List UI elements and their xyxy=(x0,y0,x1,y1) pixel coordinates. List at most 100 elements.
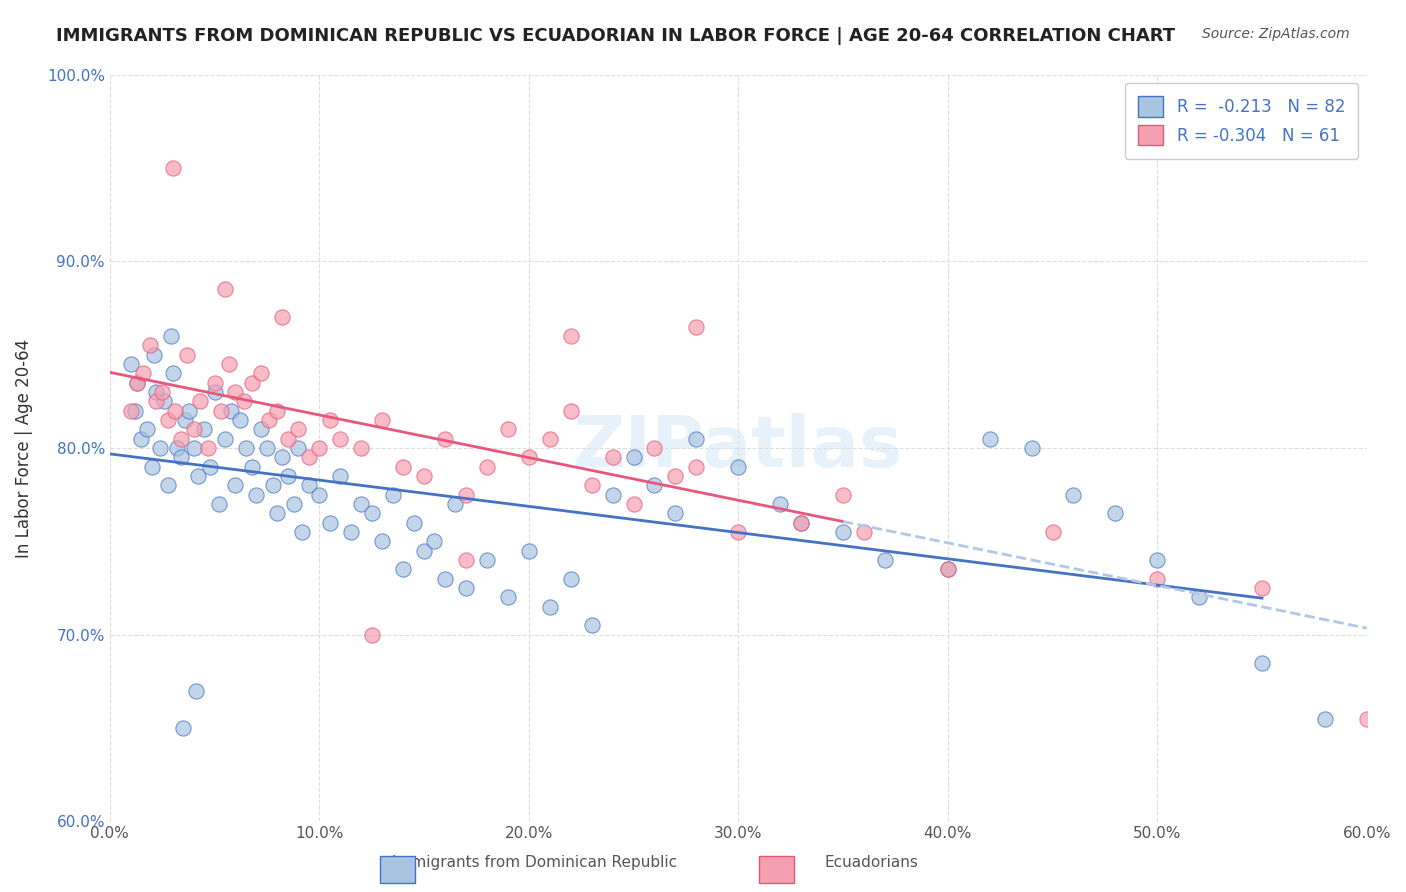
Point xyxy=(433,432,456,446)
Point xyxy=(214,282,236,296)
Point xyxy=(496,422,519,436)
Point xyxy=(475,459,498,474)
Point xyxy=(339,524,361,539)
Point xyxy=(208,497,231,511)
Point xyxy=(176,348,198,362)
Point xyxy=(1355,712,1378,726)
Point xyxy=(329,469,352,483)
Point xyxy=(454,488,477,502)
Point xyxy=(643,441,665,455)
Point xyxy=(852,524,875,539)
Text: Immigrants from Dominican Republic: Immigrants from Dominican Republic xyxy=(392,855,676,870)
Point xyxy=(444,497,467,511)
Point xyxy=(235,441,257,455)
Point xyxy=(266,507,288,521)
Point xyxy=(153,394,176,409)
Point xyxy=(1188,591,1211,605)
Point xyxy=(145,384,167,399)
Point xyxy=(120,357,142,371)
Point xyxy=(319,413,342,427)
Point xyxy=(257,413,280,427)
Point xyxy=(360,507,382,521)
Point xyxy=(283,497,305,511)
Point xyxy=(262,478,284,492)
Point xyxy=(219,403,242,417)
Point xyxy=(350,441,373,455)
Point xyxy=(602,450,624,465)
Point xyxy=(298,450,321,465)
Point xyxy=(371,534,394,549)
Point xyxy=(371,413,394,427)
Point xyxy=(232,394,254,409)
Point xyxy=(979,432,1001,446)
Point xyxy=(560,572,582,586)
Point xyxy=(172,721,194,735)
Point xyxy=(193,422,215,436)
Point xyxy=(538,432,561,446)
Point xyxy=(319,516,342,530)
Text: IMMIGRANTS FROM DOMINICAN REPUBLIC VS ECUADORIAN IN LABOR FORCE | AGE 20-64 CORR: IMMIGRANTS FROM DOMINICAN REPUBLIC VS EC… xyxy=(56,27,1175,45)
Point xyxy=(245,488,267,502)
Point xyxy=(685,319,707,334)
Point xyxy=(183,422,205,436)
Point xyxy=(184,683,207,698)
Point xyxy=(1146,572,1168,586)
Point xyxy=(790,516,813,530)
Point xyxy=(423,534,446,549)
Point xyxy=(183,441,205,455)
Point xyxy=(360,628,382,642)
Point xyxy=(287,422,309,436)
Point xyxy=(308,441,330,455)
Point xyxy=(790,516,813,530)
Point xyxy=(256,441,278,455)
Point xyxy=(298,478,321,492)
Point xyxy=(163,403,186,417)
Point xyxy=(228,413,250,427)
Point xyxy=(224,478,246,492)
Point xyxy=(581,478,603,492)
Point xyxy=(145,394,167,409)
Point xyxy=(162,161,184,175)
Point xyxy=(623,450,645,465)
Point xyxy=(166,441,188,455)
Point xyxy=(873,553,896,567)
Point xyxy=(685,459,707,474)
Point xyxy=(1104,507,1126,521)
Point xyxy=(240,459,263,474)
Point xyxy=(1021,441,1043,455)
Point xyxy=(936,562,959,576)
Point xyxy=(197,441,219,455)
Point xyxy=(769,497,792,511)
Point xyxy=(1146,553,1168,567)
Point xyxy=(727,459,749,474)
Point xyxy=(162,366,184,380)
Point xyxy=(240,376,263,390)
Point xyxy=(187,469,209,483)
Point xyxy=(141,459,163,474)
Point xyxy=(277,432,299,446)
Point xyxy=(727,524,749,539)
Point xyxy=(170,432,193,446)
Point xyxy=(329,432,352,446)
Y-axis label: In Labor Force | Age 20-64: In Labor Force | Age 20-64 xyxy=(15,338,32,558)
Point xyxy=(277,469,299,483)
Point xyxy=(149,441,172,455)
Point xyxy=(270,310,292,325)
Point xyxy=(392,459,415,474)
Point xyxy=(266,403,288,417)
Point xyxy=(402,516,425,530)
Point xyxy=(350,497,373,511)
Point xyxy=(125,376,148,390)
Point xyxy=(150,384,173,399)
Legend: R =  -0.213   N = 82, R = -0.304   N = 61: R = -0.213 N = 82, R = -0.304 N = 61 xyxy=(1125,83,1358,159)
Point xyxy=(623,497,645,511)
Point xyxy=(413,543,436,558)
Point xyxy=(308,488,330,502)
Point xyxy=(560,329,582,343)
Point xyxy=(454,581,477,595)
Point xyxy=(200,459,222,474)
Text: Source: ZipAtlas.com: Source: ZipAtlas.com xyxy=(1202,27,1350,41)
Point xyxy=(538,599,561,614)
Point xyxy=(204,376,226,390)
Point xyxy=(132,366,155,380)
